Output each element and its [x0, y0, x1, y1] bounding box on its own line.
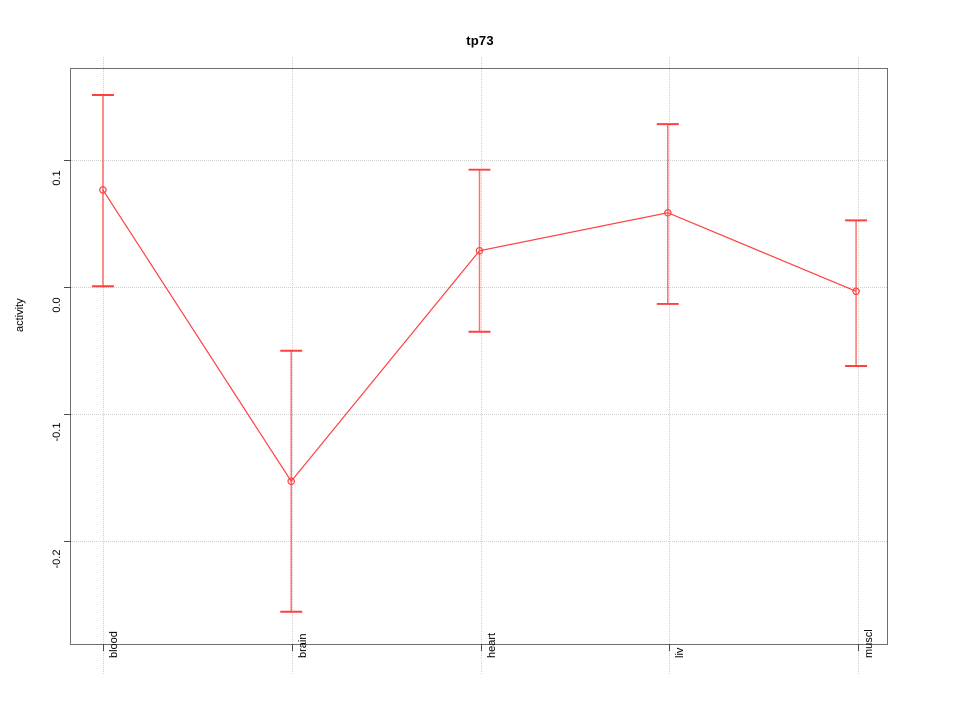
data-point-heart — [475, 246, 484, 255]
data-series-layer — [91, 93, 868, 613]
y-tick-label: 0.0 — [51, 297, 63, 313]
errorbar-liv — [656, 123, 679, 305]
x-tick-mark — [103, 644, 104, 651]
y-tick-label: -0.2 — [51, 549, 63, 569]
data-point-liv — [663, 208, 672, 217]
errorbar-blood — [91, 93, 114, 288]
errorbar-brain — [280, 349, 303, 613]
gridline-vertical — [291, 57, 293, 674]
x-tick-mark — [669, 644, 671, 651]
gridline-vertical — [103, 57, 104, 674]
x-tick-mark — [291, 644, 293, 651]
data-point-muscl — [852, 287, 860, 296]
gridline-horizontal — [71, 414, 887, 416]
x-tick-mark — [480, 644, 482, 651]
y-axis-label: activity — [14, 298, 26, 332]
data-point-blood — [99, 186, 107, 194]
y-tick-label: 0.1 — [51, 170, 63, 186]
y-tick-label: -0.1 — [51, 422, 63, 442]
gridline-vertical — [669, 57, 671, 674]
errorbar-heart — [468, 168, 491, 333]
y-tick-mark — [64, 414, 71, 416]
x-tick-label-liv: liv — [674, 647, 687, 658]
y-tick-mark — [64, 286, 71, 288]
y-tick-mark — [64, 159, 71, 161]
gridline-vertical — [480, 57, 482, 674]
data-point-brain — [287, 477, 296, 486]
gridline-horizontal — [71, 541, 887, 543]
y-tick-mark — [64, 541, 71, 543]
errorbar-muscl — [845, 219, 868, 367]
gridline-horizontal — [71, 159, 887, 161]
x-tick-mark — [858, 644, 859, 651]
chart-title: tp73 — [466, 33, 494, 48]
plot-area: 0.1 0.0 -0.1 -0.2 blood brain heart liv muscl — [51, 57, 888, 674]
